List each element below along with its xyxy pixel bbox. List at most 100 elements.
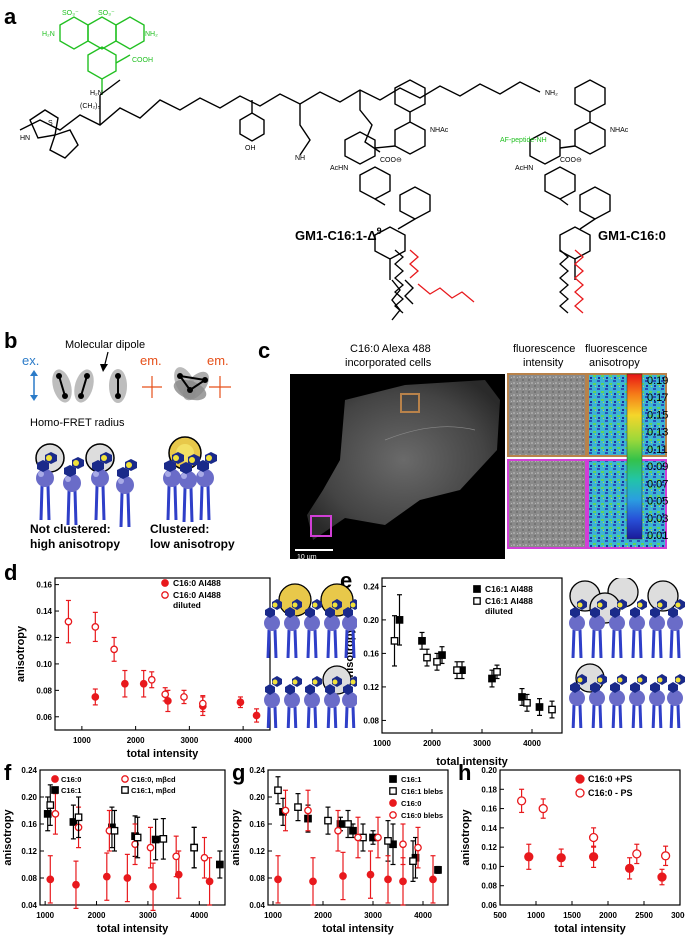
data-point <box>110 826 119 835</box>
data-point <box>524 852 534 862</box>
plot-frame <box>267 769 449 906</box>
plot-frame <box>54 577 271 731</box>
x-axis-label: total intensity <box>127 748 199 760</box>
dye-so3-1: SO₃⁻ <box>62 10 79 17</box>
data-point <box>46 875 55 884</box>
data-point <box>51 810 60 818</box>
data-point <box>161 579 169 587</box>
legend-label: C16:1, mβcd <box>131 786 176 795</box>
x-tick-label: 2000 <box>127 736 145 745</box>
acyl-tail-1-kinked <box>417 283 475 303</box>
state-1-line1: Not clustered: <box>30 522 111 536</box>
data-point <box>133 833 142 842</box>
x-tick-label: 3000 <box>473 739 491 748</box>
data-point <box>91 623 100 631</box>
data-point <box>429 875 437 884</box>
data-point <box>64 617 73 626</box>
x-tick-label: 1500 <box>563 911 581 920</box>
chem-nh2-1: NH₂ <box>545 90 558 97</box>
c-col2-line1: fluorescence <box>513 343 575 355</box>
data-point <box>198 699 207 708</box>
series-1 <box>390 615 556 719</box>
scalebar-label: 10 µm <box>297 554 317 561</box>
y-tick-label: 0.08 <box>36 686 52 695</box>
y-tick-label: 0.10 <box>36 660 52 669</box>
dipole-label: Molecular dipole <box>65 339 145 351</box>
y-tick-label: 0.14 <box>481 824 497 833</box>
x-tick-label: 1000 <box>264 911 282 920</box>
y-tick-label: 0.08 <box>363 716 379 725</box>
colorbar-tick: 0.13 <box>647 427 668 439</box>
data-point <box>438 651 446 659</box>
data-point <box>200 853 209 862</box>
chart-e: 1000 2000 3000 4000 0.08 0.12 0.16 0.20 0.24 tota… <box>344 577 563 768</box>
x-tick-label: 4000 <box>190 911 208 920</box>
y-tick-label: 0.24 <box>363 582 379 591</box>
data-point <box>434 866 442 874</box>
panel-label-d: d <box>4 560 18 585</box>
y-tick-label: 0.08 <box>481 882 497 891</box>
data-point <box>161 591 169 599</box>
y-tick-label: 0.12 <box>36 633 52 642</box>
data-point <box>146 843 155 852</box>
chart-f: 1000 2000 3000 4000 0.04 0.08 0.12 0.16 0.20 0.24… <box>2 766 226 935</box>
data-point <box>390 636 399 645</box>
chem-nh-1: NH <box>295 155 305 162</box>
y-axis-label: anisotropy <box>230 809 242 866</box>
legend-label: C16:0, mβcd <box>131 775 176 784</box>
legend-label: C16:0 Al488 <box>173 578 221 588</box>
data-point <box>384 837 392 845</box>
legend-label: C16:0 <box>401 799 421 808</box>
legend-label: C16:0 <box>61 775 81 784</box>
legend: C16:1 C16:1 blebs C16:0 C16:0 blebs <box>389 775 443 820</box>
x-tick-label: 3000 <box>139 911 157 920</box>
state-2-line1: Clustered: <box>150 522 209 536</box>
x-tick-label: 500 <box>493 911 507 920</box>
legend-label: C16:1 Al488 <box>485 596 533 606</box>
data-point <box>409 857 417 865</box>
data-point <box>518 693 526 701</box>
data-point <box>538 803 548 814</box>
panel-label-b: b <box>4 328 18 353</box>
data-point <box>274 786 282 795</box>
y-tick-label: 0.24 <box>249 766 265 775</box>
dye-nh2: NH₂ <box>145 31 158 38</box>
c-col2-line2: intensity <box>523 357 564 369</box>
series-1 <box>516 788 671 867</box>
legend-label: C16:1 <box>401 775 421 784</box>
sphingosine-chain-1 <box>391 279 401 321</box>
x-tick-label: 1000 <box>36 911 54 920</box>
data-point <box>216 860 224 869</box>
biotin-ring <box>29 109 59 139</box>
chem-coo-1: COO⊖ <box>380 157 402 164</box>
data-point <box>389 787 397 795</box>
data-point <box>51 786 59 794</box>
gm1-glycan-1 <box>344 79 431 280</box>
cartoon-e <box>569 578 685 728</box>
colorbar: 0.19 0.17 0.15 0.13 0.11 0.09 0.07 0.05 0.03 0.01 <box>626 373 668 542</box>
data-point <box>123 874 132 882</box>
colorbar-tick: 0.03 <box>647 513 668 525</box>
alexa-dye-structure <box>59 16 145 95</box>
data-point <box>349 826 357 835</box>
legend-label: C16:1 Al488 <box>485 584 533 594</box>
data-point <box>336 820 345 828</box>
y-tick-label: 0.16 <box>36 581 52 590</box>
gm1-glycan-2 <box>529 79 611 280</box>
data-point <box>149 882 157 891</box>
data-point <box>453 666 461 675</box>
data-point <box>121 679 129 688</box>
data-point <box>473 585 481 593</box>
data-point <box>399 840 407 849</box>
colorbar-tick: 0.05 <box>647 496 668 508</box>
series-3 <box>46 784 199 869</box>
chart-h: 500 1000 1500 2000 2500 3000 0.06 0.08 0.10 0.12 0… <box>460 766 685 935</box>
data-point <box>294 803 302 811</box>
fret-label: Homo-FRET radius <box>30 417 125 429</box>
colorbar-tick: 0.09 <box>647 461 668 473</box>
data-point <box>575 774 585 784</box>
gm1-c16-1-name-main: GM1-C16:1-Δ <box>295 228 377 243</box>
data-point <box>102 872 111 881</box>
